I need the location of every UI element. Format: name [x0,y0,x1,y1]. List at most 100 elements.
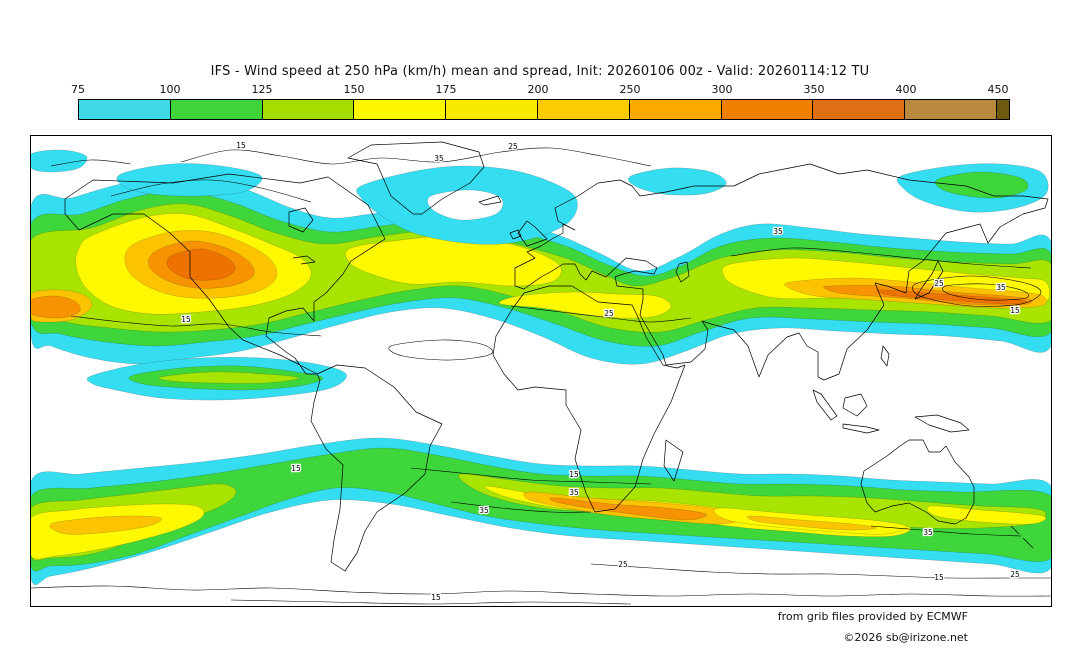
contour-label: 35 [434,154,444,163]
colorbar-segment [629,100,722,119]
coastline [478,195,502,206]
wind-speed-region [935,171,1029,199]
colorbar-tick-label: 250 [619,83,641,96]
coastline [64,173,386,375]
wind-speed-region [31,295,81,319]
coastline [517,220,548,247]
contour-label: 15 [431,593,441,602]
colorbar-tick-label: 75 [71,83,85,96]
contour-label: 15 [569,470,579,479]
contour-label: 15 [934,573,944,582]
spread-contour [912,275,1042,307]
credit-ecmwf: from grib files provided by ECMWF [777,610,968,623]
coastline [842,393,868,417]
wind-speed-region [499,291,672,319]
colorbar-tick-label: 400 [895,83,917,96]
spread-contour [31,585,1051,597]
contour-label: 15 [181,315,191,324]
spread-contour [180,147,652,167]
coastline [914,260,944,300]
contour-label: 25 [508,142,518,151]
wind-speed-region [31,447,1051,572]
colorbar-tick-label: 100 [159,83,181,96]
wind-speed-region [31,503,205,560]
wind-speed-region [158,371,300,384]
contour-label: 25 [604,309,614,318]
coastline [492,285,686,513]
wind-speed-region [876,289,1027,305]
spread-contour [870,525,1022,537]
wind-speed-region [628,167,727,196]
contour-label: 35 [569,488,579,497]
coastline [880,345,890,367]
colorbar-segment [262,100,355,119]
colorbar-segment [537,100,630,119]
wind-speed-region [116,163,263,197]
colorbar-segment [905,100,997,119]
coastline [860,439,975,525]
spread-contour [230,599,632,605]
colorbar-segment [721,100,814,119]
wind-speed-region [166,248,236,281]
colorbar-segment [170,100,263,119]
wind-speed-region [549,497,707,521]
contour-label: 35 [923,528,933,537]
contour-label: 15 [236,141,246,150]
colorbar-segment [354,100,447,119]
colorbar-tick-label: 200 [527,83,549,96]
chart-title: IFS - Wind speed at 250 hPa (km/h) mean … [210,64,870,79]
colorbar-segment-overflow [996,100,1009,119]
coastline [514,163,1049,381]
coastline [812,389,838,421]
map-area: 15 35 25 35 25 15 35 25 15 15 15 35 35 25 35 15 25 15 [30,135,1052,607]
colorbar-tick-row: 75 100 125 150 175 200 250 300 350 400 450 [71,83,1010,98]
contour-label: 35 [996,283,1006,292]
colorbar-segment [79,100,171,119]
coastline [347,141,485,215]
coastline [288,207,314,233]
spread-contour [510,305,692,323]
coastline [1022,537,1034,549]
contour-label: 35 [479,506,489,515]
coastline [675,261,690,283]
spread-contour [942,283,1030,301]
wind-speed-region [31,149,88,173]
contour-label: 25 [618,560,628,569]
contour-label: 15 [291,464,301,473]
coastline [842,423,880,434]
spread-contour [50,159,132,167]
contour-label: 15 [1010,306,1020,315]
contour-label: 25 [934,279,944,288]
spread-contour [410,467,652,485]
coastline [914,414,970,433]
colorbar-segment [446,100,538,119]
coastline [509,229,522,240]
spread-contour [110,179,312,203]
colorbar-tick-label: 125 [251,83,273,96]
credit-site: ©2026 sb@irizone.net [843,631,968,644]
contour-label: 35 [773,227,783,236]
colorbar-bar [78,99,1010,120]
colorbar-tick-label: 175 [435,83,457,96]
colorbar-segment [813,100,906,119]
spread-contour [70,315,322,337]
coastline [310,364,443,572]
world-map: 15 35 25 35 25 15 35 25 15 15 15 35 35 25 35 15 25 15 [31,140,1051,605]
colorbar-tick-label: 350 [803,83,825,96]
coastline [1010,525,1020,535]
wind-speed-region [427,189,504,221]
wind-speed-region [49,515,162,535]
colorbar-tick-label: 150 [343,83,365,96]
contour-label: 25 [1010,570,1020,579]
spread-contour [450,501,592,513]
spread-contour [388,339,494,361]
wind-speed-region [747,515,877,531]
spread-contour [590,563,1051,579]
spread-contour [730,247,1032,269]
coastline [292,255,316,265]
colorbar-tick-label: 450 [987,83,1009,96]
coastline [663,439,684,482]
wind-speed-region [926,505,1047,525]
colorbar: 75 100 125 150 175 200 250 300 350 400 450 [71,83,1010,120]
colorbar-tick-label: 300 [711,83,733,96]
